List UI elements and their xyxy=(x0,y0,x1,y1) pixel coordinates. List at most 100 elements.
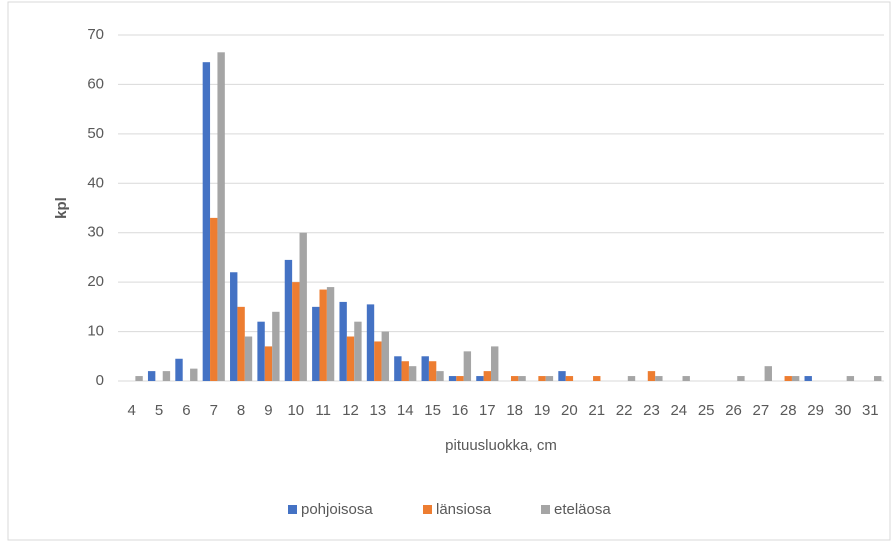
x-tick-label: 24 xyxy=(670,402,687,419)
bar xyxy=(491,346,499,381)
bar xyxy=(292,282,300,381)
bar xyxy=(381,331,389,381)
bar xyxy=(190,368,198,381)
bar xyxy=(162,371,171,381)
x-tick-label: 21 xyxy=(588,402,605,419)
x-tick-label: 31 xyxy=(862,402,879,419)
bar xyxy=(272,311,280,381)
y-tick-label: 40 xyxy=(87,174,104,191)
bar xyxy=(244,336,253,381)
x-tick-label: 14 xyxy=(397,402,414,419)
bar xyxy=(463,351,472,381)
bar xyxy=(394,356,402,381)
y-tick-label: 0 xyxy=(96,372,104,389)
x-tick-label: 10 xyxy=(287,402,304,419)
bar xyxy=(655,376,663,381)
bar xyxy=(257,321,265,381)
bar xyxy=(874,376,882,381)
bar xyxy=(846,376,855,381)
x-tick-label: 9 xyxy=(264,402,272,419)
x-tick-label: 6 xyxy=(182,402,190,419)
x-tick-label: 22 xyxy=(616,402,633,419)
bar xyxy=(366,304,375,381)
y-axis-title: kpl xyxy=(53,197,70,219)
bar xyxy=(408,366,417,381)
bar xyxy=(326,287,335,381)
legend-label: pohjoisosa xyxy=(301,501,373,518)
bar xyxy=(346,336,355,381)
x-tick-label: 30 xyxy=(835,402,852,419)
bar xyxy=(791,376,800,381)
bar xyxy=(210,217,218,381)
y-tick-label: 60 xyxy=(87,75,104,92)
bar xyxy=(538,376,546,381)
bar xyxy=(428,361,437,381)
bar xyxy=(510,376,519,381)
x-tick-label: 19 xyxy=(534,402,551,419)
legend-label: eteläosa xyxy=(554,501,611,518)
bar xyxy=(784,376,792,381)
y-tick-label: 30 xyxy=(87,224,104,241)
bar xyxy=(737,376,745,381)
x-tick-label: 23 xyxy=(643,402,660,419)
bar xyxy=(565,376,574,381)
bar xyxy=(421,356,429,381)
x-tick-label: 11 xyxy=(315,402,331,419)
bar xyxy=(804,376,812,381)
bar xyxy=(319,289,327,381)
x-tick-label: 27 xyxy=(753,402,770,419)
bar xyxy=(436,371,444,381)
bar xyxy=(764,366,772,381)
bar xyxy=(374,341,382,381)
x-axis-title: pituusluokka, cm xyxy=(445,437,557,454)
bar xyxy=(147,371,156,381)
bar xyxy=(299,232,307,381)
x-tick-label: 5 xyxy=(155,402,163,419)
legend-swatch xyxy=(541,505,550,514)
bar xyxy=(593,376,601,381)
x-tick-label: 7 xyxy=(210,402,218,419)
bar xyxy=(545,376,554,381)
bar xyxy=(518,376,526,381)
y-tick-label: 20 xyxy=(87,273,104,290)
bar xyxy=(476,376,484,381)
x-tick-label: 15 xyxy=(424,402,441,419)
x-tick-label: 26 xyxy=(725,402,742,419)
bar xyxy=(401,361,409,381)
x-tick-label: 13 xyxy=(370,402,387,419)
bar xyxy=(448,376,457,381)
legend-swatch xyxy=(423,505,432,514)
x-tick-label: 17 xyxy=(479,402,496,419)
legend-swatch xyxy=(288,505,297,514)
bar xyxy=(312,306,320,381)
bar xyxy=(202,62,211,381)
bar xyxy=(627,376,636,381)
bar xyxy=(264,346,273,381)
x-tick-label: 12 xyxy=(342,402,359,419)
x-tick-label: 4 xyxy=(128,402,136,419)
x-tick-label: 18 xyxy=(506,402,523,419)
bar xyxy=(456,376,464,381)
bar xyxy=(682,376,690,381)
x-tick-label: 25 xyxy=(698,402,715,419)
x-tick-label: 20 xyxy=(561,402,578,419)
x-tick-label: 29 xyxy=(807,402,824,419)
bar xyxy=(483,371,492,381)
y-tick-label: 50 xyxy=(87,125,104,142)
bar xyxy=(354,321,362,381)
bar xyxy=(230,272,238,381)
bar xyxy=(339,301,347,381)
y-tick-label: 10 xyxy=(87,323,104,340)
bar xyxy=(284,259,293,381)
bar xyxy=(558,371,566,381)
x-tick-label: 8 xyxy=(237,402,245,419)
x-tick-label: 16 xyxy=(452,402,469,419)
chart-frame xyxy=(7,1,891,541)
bar xyxy=(175,358,183,381)
bar xyxy=(217,52,225,382)
bar xyxy=(237,306,245,381)
bar xyxy=(647,371,656,381)
y-tick-label: 70 xyxy=(87,26,104,43)
bar xyxy=(135,376,143,381)
